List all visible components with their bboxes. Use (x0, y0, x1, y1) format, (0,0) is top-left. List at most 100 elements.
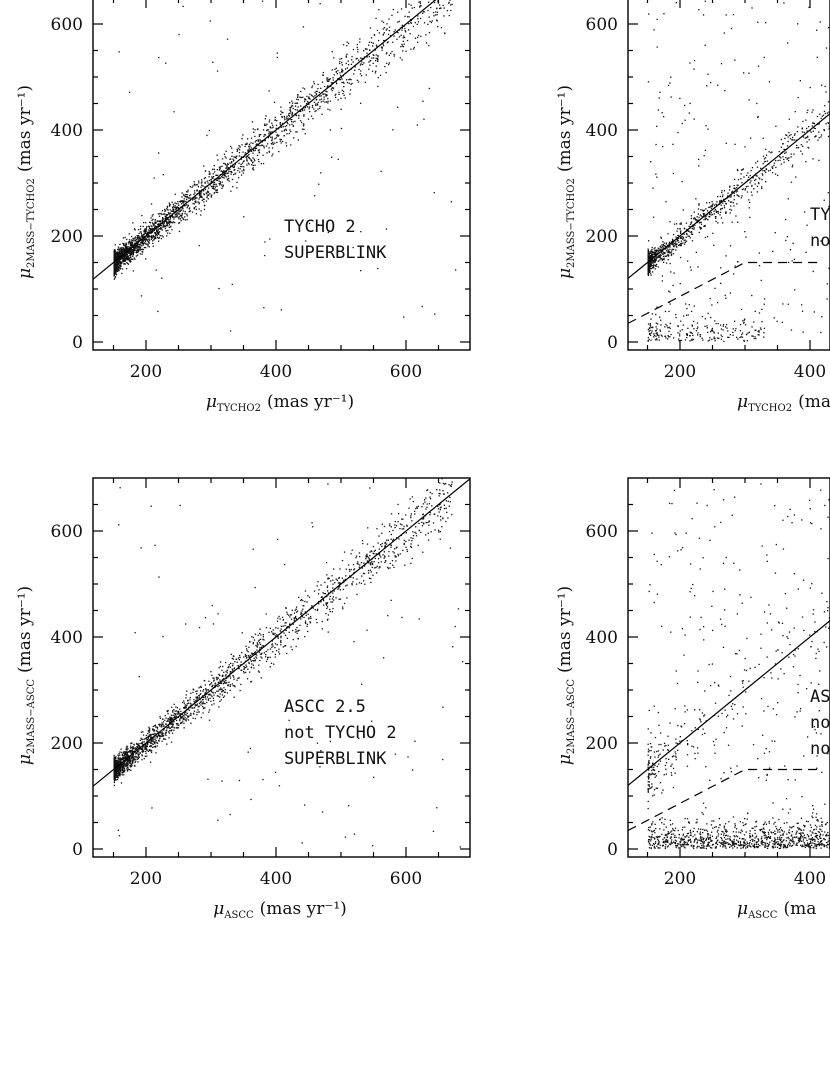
y-tick-label: 0 (72, 333, 83, 353)
data-point (202, 185, 204, 187)
data-point (679, 282, 681, 285)
data-point (244, 152, 247, 154)
data-point (241, 170, 243, 172)
data-point (795, 147, 798, 149)
data-point (428, 16, 430, 18)
data-point (251, 653, 253, 656)
data-point (248, 156, 250, 159)
data-point (690, 221, 693, 223)
data-point (121, 253, 123, 255)
data-point (125, 256, 127, 258)
data-point (652, 251, 654, 253)
data-point (302, 109, 304, 112)
data-point (647, 265, 649, 267)
data-point (701, 315, 704, 318)
data-point (708, 339, 711, 341)
data-point (419, 5, 421, 7)
data-point (150, 742, 152, 745)
data-point (303, 128, 305, 130)
data-point (677, 228, 679, 230)
data-point (288, 627, 290, 629)
data-point (787, 157, 789, 159)
data-point (683, 315, 685, 317)
data-point (191, 199, 194, 201)
data-point (689, 266, 692, 268)
data-point (174, 202, 176, 204)
data-point (688, 235, 690, 237)
data-point (218, 180, 220, 182)
data-point (801, 310, 804, 312)
data-point (166, 710, 168, 712)
data-point (813, 122, 815, 125)
data-point (715, 217, 717, 219)
data-point (219, 177, 222, 179)
data-point (698, 216, 700, 219)
data-point (664, 335, 666, 337)
data-point (164, 213, 166, 215)
data-point (254, 135, 256, 138)
data-point (207, 698, 210, 700)
data-point (169, 220, 172, 222)
data-point (733, 273, 735, 275)
data-point (128, 257, 131, 259)
data-point (687, 235, 689, 237)
data-point (142, 249, 144, 251)
data-point (327, 231, 329, 234)
data-point (650, 258, 652, 260)
data-point (368, 55, 370, 58)
data-point (275, 127, 277, 129)
data-point (392, 8, 394, 11)
data-point (196, 703, 198, 705)
data-point (670, 76, 672, 78)
data-point (649, 324, 652, 326)
data-point (156, 231, 158, 234)
data-point (192, 717, 194, 719)
data-point (669, 244, 671, 246)
data-point (734, 265, 736, 267)
data-point (161, 226, 163, 228)
data-point (366, 52, 368, 54)
data-point (172, 722, 174, 724)
data-point (679, 97, 681, 100)
data-point (254, 160, 256, 162)
data-point (763, 303, 765, 305)
data-point (114, 257, 116, 259)
data-point (717, 322, 719, 325)
data-point (184, 212, 186, 215)
data-point (266, 152, 268, 154)
data-point (655, 335, 657, 337)
data-point (666, 325, 668, 327)
data-point (693, 59, 696, 62)
data-point (729, 186, 731, 188)
data-point (268, 147, 270, 149)
data-point (218, 667, 220, 669)
data-point (129, 252, 131, 254)
data-point (138, 246, 141, 248)
data-point (118, 264, 121, 267)
data-point (224, 172, 226, 174)
data-point (377, 60, 379, 63)
data-point (145, 750, 147, 753)
data-point (740, 336, 742, 338)
data-point (295, 628, 297, 631)
data-point (182, 218, 184, 220)
data-point (675, 249, 677, 251)
data-point (315, 109, 317, 112)
data-point (388, 26, 391, 28)
data-point (357, 48, 359, 51)
data-point (739, 330, 742, 332)
data-point (294, 120, 296, 122)
data-point (231, 155, 233, 157)
data-point (812, 158, 814, 160)
data-point (329, 129, 331, 131)
data-point (212, 699, 215, 702)
data-point (336, 579, 338, 581)
data-point (703, 155, 705, 157)
data-point (665, 242, 668, 244)
data-point (416, 23, 418, 25)
data-point (408, 11, 410, 13)
data-point (690, 269, 692, 271)
data-point (816, 56, 818, 58)
x-axis-label: μTYCHO2 (mas yr⁻¹) (206, 392, 354, 414)
data-point (177, 206, 179, 209)
